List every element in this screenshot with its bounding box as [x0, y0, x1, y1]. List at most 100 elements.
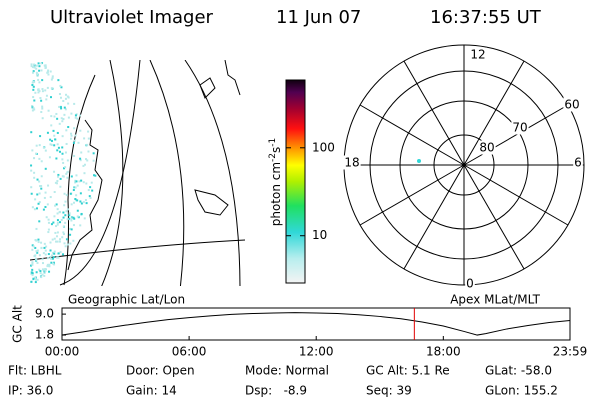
aurora-dot: [36, 193, 39, 196]
aurora-dot: [54, 181, 57, 184]
aurora-dot: [59, 105, 62, 108]
aurora-dot: [41, 258, 44, 261]
aurora-dot: [42, 146, 45, 149]
aurora-dot: [40, 187, 43, 190]
aurora-dot: [56, 219, 59, 222]
aurora-dot: [36, 249, 39, 252]
aurora-dot: [56, 223, 59, 226]
y-tick-label: 9.0: [35, 307, 54, 321]
time: 16:37:55 UT: [430, 7, 542, 28]
aurora-dot: [67, 102, 70, 105]
aurora-dot: [37, 88, 40, 91]
aurora-dot: [53, 252, 56, 255]
aurora-dot: [37, 91, 40, 94]
aurora-dot: [76, 215, 79, 218]
aurora-dot: [38, 65, 41, 68]
aurora-dot: [49, 70, 52, 73]
aurora-dot: [70, 228, 73, 231]
aurora-dot: [30, 280, 33, 283]
info-field: Mode: Normal: [245, 364, 329, 378]
aurora-dot: [64, 221, 67, 224]
aurora-dot: [72, 141, 75, 144]
aurora-dot: [31, 84, 34, 87]
aurora-dot: [40, 276, 43, 279]
aurora-dot: [30, 272, 33, 275]
aurora-dot: [70, 132, 73, 135]
aurora-dot: [47, 73, 50, 76]
info-field: Seq: 39: [366, 384, 412, 398]
aurora-dot: [75, 194, 78, 197]
aurora-dot: [38, 144, 41, 147]
aurora-dot: [58, 240, 61, 243]
aurora-dot: [61, 158, 64, 161]
aurora-dot: [32, 245, 35, 248]
aurora-dot: [73, 102, 76, 105]
aurora-dot: [93, 174, 96, 177]
aurora-dot: [35, 144, 38, 147]
aurora-dot: [49, 138, 52, 141]
aurora-dot: [67, 126, 70, 129]
aurora-dot: [92, 152, 95, 155]
geographic-map: [30, 60, 246, 286]
aurora-dot: [59, 84, 62, 87]
aurora-dot: [32, 278, 35, 281]
aurora-dot: [30, 271, 33, 274]
aurora-dot: [59, 238, 62, 241]
aurora-dot: [46, 86, 49, 89]
aurora-dot: [40, 99, 43, 102]
aurora-dot: [72, 224, 75, 227]
aurora-dot: [68, 214, 71, 217]
aurora-dot: [46, 265, 49, 268]
aurora-dot: [94, 174, 97, 177]
aurora-dot: [54, 204, 57, 207]
aurora-dot: [80, 179, 83, 182]
aurora-dot: [74, 199, 77, 202]
aurora-dot: [50, 143, 53, 146]
aurora-dot: [47, 109, 50, 112]
aurora-dot: [61, 146, 64, 149]
aurora-dot: [44, 268, 47, 271]
aurora-dot: [73, 127, 76, 130]
polar-plot: [343, 44, 585, 286]
aurora-dot: [56, 117, 59, 120]
aurora-dot: [65, 172, 68, 175]
aurora-dot: [41, 105, 44, 108]
aurora-dot: [59, 221, 62, 224]
aurora-dot: [35, 227, 38, 230]
aurora-dot: [55, 203, 58, 206]
aurora-dot: [30, 131, 33, 134]
aurora-dot: [63, 204, 66, 207]
label-bg: [573, 155, 583, 170]
aurora-dot: [40, 175, 43, 178]
aurora-dot: [87, 137, 90, 140]
aurora-dot: [31, 109, 34, 112]
aurora-dot: [31, 244, 34, 247]
aurora-dot: [87, 189, 90, 192]
aurora-dot: [85, 182, 88, 185]
aurora-dot: [51, 257, 54, 260]
aurora-dot: [59, 177, 62, 180]
aurora-dot: [30, 186, 33, 189]
aurora-dot: [34, 281, 37, 284]
colorbar-tick-label: 10: [312, 228, 327, 242]
aurora-dot: [62, 231, 65, 234]
aurora-dot: [50, 78, 53, 81]
aurora-dot: [48, 265, 51, 268]
aurora-dot: [34, 257, 37, 260]
aurora-dot: [41, 79, 44, 82]
aurora-dot: [87, 150, 90, 153]
aurora-dot: [76, 209, 79, 212]
aurora-dot: [62, 233, 65, 236]
aurora-dot: [79, 224, 82, 227]
info-field: GLat: -58.0: [485, 364, 552, 378]
aurora-dot: [38, 254, 41, 257]
aurora-dot: [57, 175, 60, 178]
aurora-dot: [32, 70, 35, 73]
x-tick-label: 06:00: [172, 345, 207, 359]
aurora-dot: [83, 163, 86, 166]
aurora-dot: [86, 159, 89, 162]
aurora-dot: [40, 160, 43, 163]
altitude-line: [61, 312, 571, 336]
label-bg: [511, 120, 529, 135]
aurora-dot: [63, 106, 66, 109]
